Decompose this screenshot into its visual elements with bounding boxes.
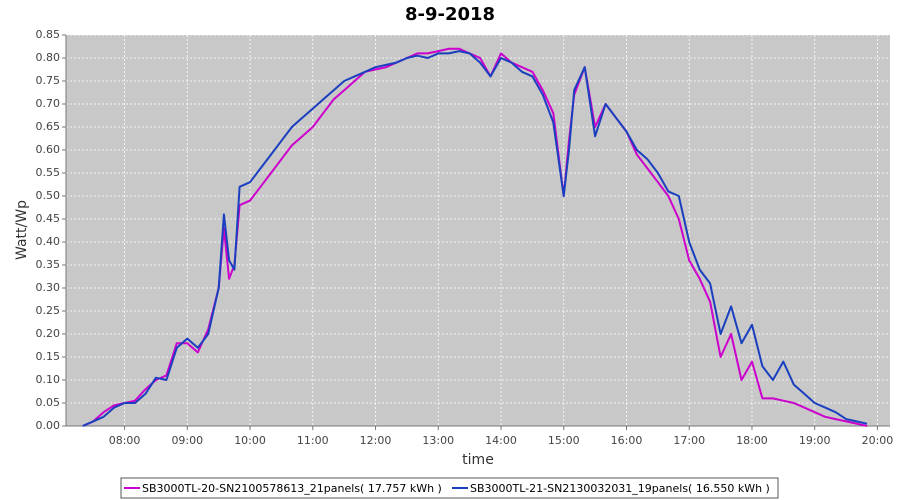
y-tick-label: 0.65 [36,120,61,133]
y-tick-label: 0.60 [36,143,61,156]
y-tick-label: 0.00 [36,419,61,432]
x-tick-label: 17:00 [673,434,705,447]
y-tick-label: 0.75 [36,74,61,87]
legend [120,477,779,499]
y-tick-label: 0.45 [36,212,61,225]
y-tick-label: 0.20 [36,327,61,340]
x-tick-label: 09:00 [171,434,203,447]
x-tick-label: 11:00 [297,434,329,447]
x-tick-label: 08:00 [109,434,141,447]
y-tick-label: 0.50 [36,189,61,202]
y-axis-title: Watt/Wp [14,200,30,260]
chart-title: 8-9-2018 [405,4,495,25]
y-tick-label: 0.15 [36,350,61,363]
x-tick-label: 12:00 [360,434,392,447]
y-tick-label: 0.35 [36,258,61,271]
x-tick-label: 13:00 [422,434,454,447]
series-line [82,50,868,427]
x-tick-label: 20:00 [862,434,894,447]
x-axis-title: time [462,452,494,468]
y-tick-label: 0.70 [36,97,61,110]
y-tick-label: 0.40 [36,235,61,248]
y-tick-label: 0.85 [36,28,61,41]
y-tick-label: 0.80 [36,51,61,64]
x-tick-label: 15:00 [548,434,580,447]
y-tick-label: 0.30 [36,281,61,294]
x-tick-label: 14:00 [485,434,517,447]
legend-label: SB3000TL-20-SN2100578613_21panels( 17.75… [142,482,442,495]
plot-area [66,35,890,426]
y-tick-label: 0.55 [36,166,61,179]
legend-label: SB3000TL-21-SN2130032031_19panels( 16.55… [470,482,770,495]
x-tick-label: 19:00 [799,434,831,447]
y-tick-label: 0.25 [36,304,61,317]
x-tick-label: 18:00 [736,434,768,447]
x-tick-label: 10:00 [234,434,266,447]
y-tick-label: 0.10 [36,373,61,386]
x-tick-label: 16:00 [611,434,643,447]
y-tick-label: 0.05 [36,396,61,409]
